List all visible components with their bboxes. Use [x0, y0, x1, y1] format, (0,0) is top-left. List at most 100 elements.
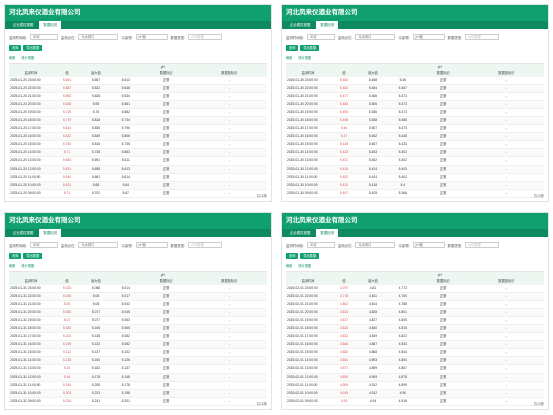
tab-data-monitoring[interactable]: 数据检测 [316, 21, 338, 29]
pollutant-select[interactable]: pH值 [412, 242, 445, 248]
max-cell: 5.462 [368, 134, 378, 139]
query-button[interactable]: 查询 [286, 45, 299, 51]
max-cell: 5.058 [91, 286, 101, 290]
table-row: 2025-01-31 19:00:00 5.07 5.077 5.063 正常 … [9, 317, 267, 326]
min-cell: 5.735 [121, 142, 130, 147]
period-select[interactable]: 30天 [29, 34, 58, 40]
flag-cell: 正常 [162, 78, 170, 82]
table-row: 2025-01-20 22:00:00 5.687 5.522 5.648 正常… [9, 85, 267, 94]
tab-enterprise-view[interactable]: 企业属性视图 [13, 231, 34, 235]
point-select[interactable]: 污水排口 [78, 34, 119, 40]
flag-cell: 正常 [162, 118, 170, 123]
value-cell: 5.445 [339, 142, 349, 147]
value-cell: 5.477 [339, 94, 349, 99]
pagination[interactable]: 共15条 [256, 194, 267, 198]
period-select[interactable]: 30天 [306, 34, 335, 40]
table-row: 2025-01-30 13:00:00 5.421 5.462 5.402 正常… [286, 157, 544, 166]
refresh-link[interactable]: 刷新 [286, 55, 293, 60]
max-cell: 5.466 [368, 94, 378, 99]
table-row: 2025-02-01 13:00:00 4.877 4.899 4.867 正常… [286, 365, 544, 374]
pollutant-select[interactable]: pH值 [135, 242, 168, 248]
flag-cell: 正常 [162, 110, 170, 115]
export-button[interactable]: 导出数据 [23, 45, 43, 51]
tab-bar: 企业属性视图 数据检测 [5, 21, 271, 29]
max-cell: 5.077 [91, 318, 101, 323]
refresh-link[interactable]: 刷新 [286, 263, 293, 268]
chart-view-link[interactable]: 统计视图 [21, 55, 35, 60]
filter-label-period: 监测时间段: [286, 35, 304, 40]
query-button[interactable]: 查询 [9, 253, 22, 259]
flag-cell: 正常 [162, 382, 170, 387]
point-select[interactable]: 污水排口 [78, 242, 119, 248]
period-select[interactable]: 30天 [29, 242, 58, 248]
tab-enterprise-view[interactable]: 企业属性视图 [290, 231, 311, 235]
table-row: 2025-01-31 09:00:00 5.224 5.241 5.201 正常… [9, 398, 267, 406]
pagination[interactable]: 共15条 [533, 402, 544, 406]
flag-cell: 正常 [162, 318, 170, 323]
min-cell: 4.916 [398, 398, 407, 403]
mark-cell: - [505, 158, 507, 163]
point-select[interactable]: 污水排口 [355, 34, 396, 40]
min-cell: 5.402 [398, 158, 407, 163]
pollutant-select[interactable]: pH值 [412, 34, 445, 40]
time-cell: 2025-01-31 17:00:00 [10, 334, 41, 339]
point-select[interactable]: 污水排口 [355, 242, 396, 248]
mark-cell: - [505, 94, 507, 99]
min-cell: 5.402 [398, 150, 407, 155]
max-cell: 4.811 [368, 294, 377, 299]
tab-data-monitoring[interactable]: 数据检测 [39, 229, 61, 237]
panel-3: 河北凤来仪酒业有限公司 企业属性视图 数据检测 监测时间段: 30天 监测点位:… [4, 212, 272, 410]
flag-cell: 正常 [162, 126, 170, 131]
max-cell: 4.899 [368, 366, 378, 371]
flag-cell: 正常 [162, 358, 170, 363]
datatype-select[interactable]: 小时数据 [188, 242, 223, 248]
min-cell: 5.806 [121, 134, 130, 139]
pagination[interactable]: 共15条 [533, 194, 544, 198]
period-select[interactable]: 30天 [306, 242, 335, 248]
tab-enterprise-view[interactable]: 企业属性视图 [13, 23, 34, 27]
chart-view-link[interactable]: 统计视图 [298, 55, 312, 60]
filter-bar: 监测时间段: 30天 监测点位: 污水排口 污染物: pH值 数据类型: 小时数… [282, 29, 548, 43]
flag-cell: 正常 [439, 374, 447, 379]
time-cell: 2025-01-20 18:00:00 [10, 118, 41, 123]
value-cell: 5.402 [339, 174, 349, 179]
chart-view-link[interactable]: 统计视图 [298, 263, 312, 268]
min-cell: 5.042 [121, 302, 130, 307]
tab-data-monitoring[interactable]: 数据检测 [316, 229, 338, 237]
col-min [111, 278, 141, 285]
max-cell: 5.816 [91, 142, 101, 147]
filter-bar: 监测时间段: 30天 监测点位: 污水排口 污染物: pH值 数据类型: 小时数… [282, 237, 548, 251]
export-button[interactable]: 导出数据 [23, 253, 43, 259]
value-cell: 5.729 [62, 110, 72, 115]
mark-cell: - [228, 158, 230, 163]
export-button[interactable]: 导出数据 [300, 45, 320, 51]
export-button[interactable]: 导出数据 [300, 253, 320, 259]
query-button[interactable]: 查询 [9, 45, 22, 51]
max-cell: 5.69 [92, 102, 100, 107]
datatype-select[interactable]: 小时数据 [465, 242, 500, 248]
table-row: 2025-02-01 12:00:00 4.894 4.909 4.878 正常… [286, 373, 544, 382]
refresh-link[interactable]: 刷新 [9, 55, 16, 60]
tab-data-monitoring[interactable]: 数据检测 [39, 21, 61, 29]
table-row: 2025-01-30 10:00:00 5.412 5.418 5.4 正常 - [286, 181, 544, 190]
mark-cell: - [228, 286, 230, 290]
flag-cell: 正常 [439, 182, 447, 187]
datatype-select[interactable]: 小时数据 [188, 34, 223, 40]
tab-enterprise-view[interactable]: 企业属性视图 [290, 23, 311, 27]
min-cell: 5.065 [121, 326, 130, 331]
mark-cell: - [228, 94, 230, 99]
time-cell: 2025-01-31 22:00:00 [10, 294, 41, 299]
chart-view-link[interactable]: 统计视图 [21, 263, 35, 268]
mark-cell: - [228, 118, 230, 123]
min-cell: 4.90 [399, 390, 406, 395]
max-cell: 4.81 [369, 286, 377, 290]
mark-cell: - [505, 310, 507, 315]
datatype-select[interactable]: 小时数据 [465, 34, 500, 40]
time-cell: 2025-01-30 09:00:00 [287, 190, 318, 195]
filter-label-pollutant: 污染物: [121, 243, 133, 248]
min-cell: 5.126 [121, 358, 130, 363]
pagination[interactable]: 共15条 [256, 402, 267, 406]
refresh-link[interactable]: 刷新 [9, 263, 16, 268]
pollutant-select[interactable]: pH值 [135, 34, 168, 40]
query-button[interactable]: 查询 [286, 253, 299, 259]
